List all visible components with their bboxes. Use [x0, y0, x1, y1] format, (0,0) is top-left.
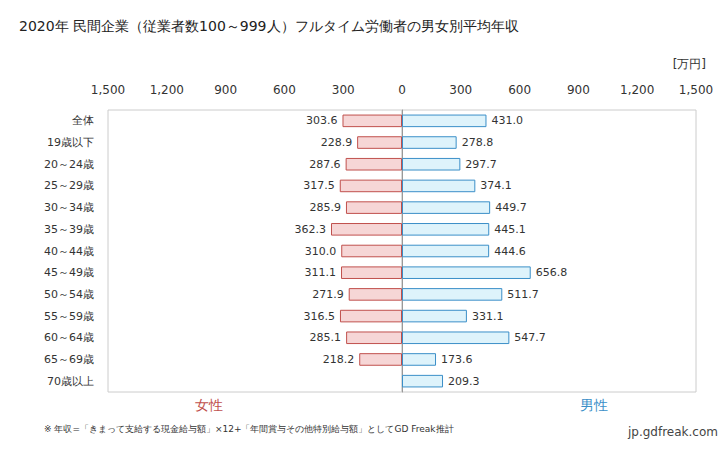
svg-text:0: 0 [398, 83, 406, 97]
svg-text:55～59歳: 55～59歳 [44, 310, 94, 323]
svg-text:19歳以下: 19歳以下 [47, 136, 94, 149]
svg-text:300: 300 [332, 83, 355, 97]
svg-text:35～39歳: 35～39歳 [44, 223, 94, 236]
svg-text:25～29歳: 25～29歳 [44, 179, 94, 192]
svg-text:317.5: 317.5 [303, 179, 335, 192]
svg-text:900: 900 [567, 83, 590, 97]
svg-text:600: 600 [508, 83, 531, 97]
svg-text:70歳以上: 70歳以上 [47, 375, 94, 388]
svg-text:431.0: 431.0 [491, 114, 523, 127]
svg-text:173.6: 173.6 [441, 353, 473, 366]
svg-text:444.6: 444.6 [494, 245, 526, 258]
svg-text:218.2: 218.2 [323, 353, 355, 366]
svg-text:228.9: 228.9 [321, 136, 353, 149]
svg-text:[万円]: [万円] [673, 57, 706, 71]
svg-text:20～24歳: 20～24歳 [44, 158, 94, 171]
svg-text:297.7: 297.7 [465, 158, 497, 171]
svg-text:362.3: 362.3 [294, 223, 326, 236]
svg-text:1,500: 1,500 [91, 83, 125, 97]
svg-text:511.7: 511.7 [507, 288, 539, 301]
svg-text:全体: 全体 [72, 114, 94, 127]
svg-text:547.7: 547.7 [514, 331, 546, 344]
svg-text:271.9: 271.9 [312, 288, 344, 301]
svg-text:445.1: 445.1 [494, 223, 526, 236]
svg-text:65～69歳: 65～69歳 [44, 353, 94, 366]
svg-text:1,500: 1,500 [679, 83, 713, 97]
svg-text:30～34歳: 30～34歳 [44, 201, 94, 214]
svg-text:316.5: 316.5 [303, 310, 335, 323]
svg-text:449.7: 449.7 [495, 201, 527, 214]
svg-text:女性: 女性 [195, 397, 223, 413]
svg-text:40～44歳: 40～44歳 [44, 245, 94, 258]
svg-text:278.8: 278.8 [462, 136, 494, 149]
svg-text:1,200: 1,200 [620, 83, 654, 97]
svg-text:50～54歳: 50～54歳 [44, 288, 94, 301]
svg-text:285.1: 285.1 [310, 331, 342, 344]
svg-text:656.8: 656.8 [536, 266, 568, 279]
svg-text:※ 年収=「きまって支給する現金給与額」×12+「年間賞与そ: ※ 年収=「きまって支給する現金給与額」×12+「年間賞与その他特別給与額」とし… [44, 424, 454, 434]
svg-text:311.1: 311.1 [305, 266, 337, 279]
svg-text:男性: 男性 [580, 397, 608, 413]
svg-text:2020年 民間企業（従業者数100～999人）フルタイム労: 2020年 民間企業（従業者数100～999人）フルタイム労働者の男女別平均年収 [19, 18, 519, 34]
svg-text:209.3: 209.3 [448, 375, 480, 388]
svg-text:60～64歳: 60～64歳 [44, 331, 94, 344]
svg-text:374.1: 374.1 [480, 179, 512, 192]
svg-text:600: 600 [273, 83, 296, 97]
svg-text:287.6: 287.6 [309, 158, 341, 171]
svg-text:285.9: 285.9 [309, 201, 341, 214]
svg-text:1,200: 1,200 [150, 83, 184, 97]
svg-text:45～49歳: 45～49歳 [44, 266, 94, 279]
svg-text:300: 300 [449, 83, 472, 97]
svg-text:900: 900 [214, 83, 237, 97]
svg-text:303.6: 303.6 [306, 114, 338, 127]
svg-text:310.0: 310.0 [305, 245, 337, 258]
svg-text:jp.gdfreak.com: jp.gdfreak.com [627, 425, 718, 439]
svg-text:331.1: 331.1 [472, 310, 504, 323]
